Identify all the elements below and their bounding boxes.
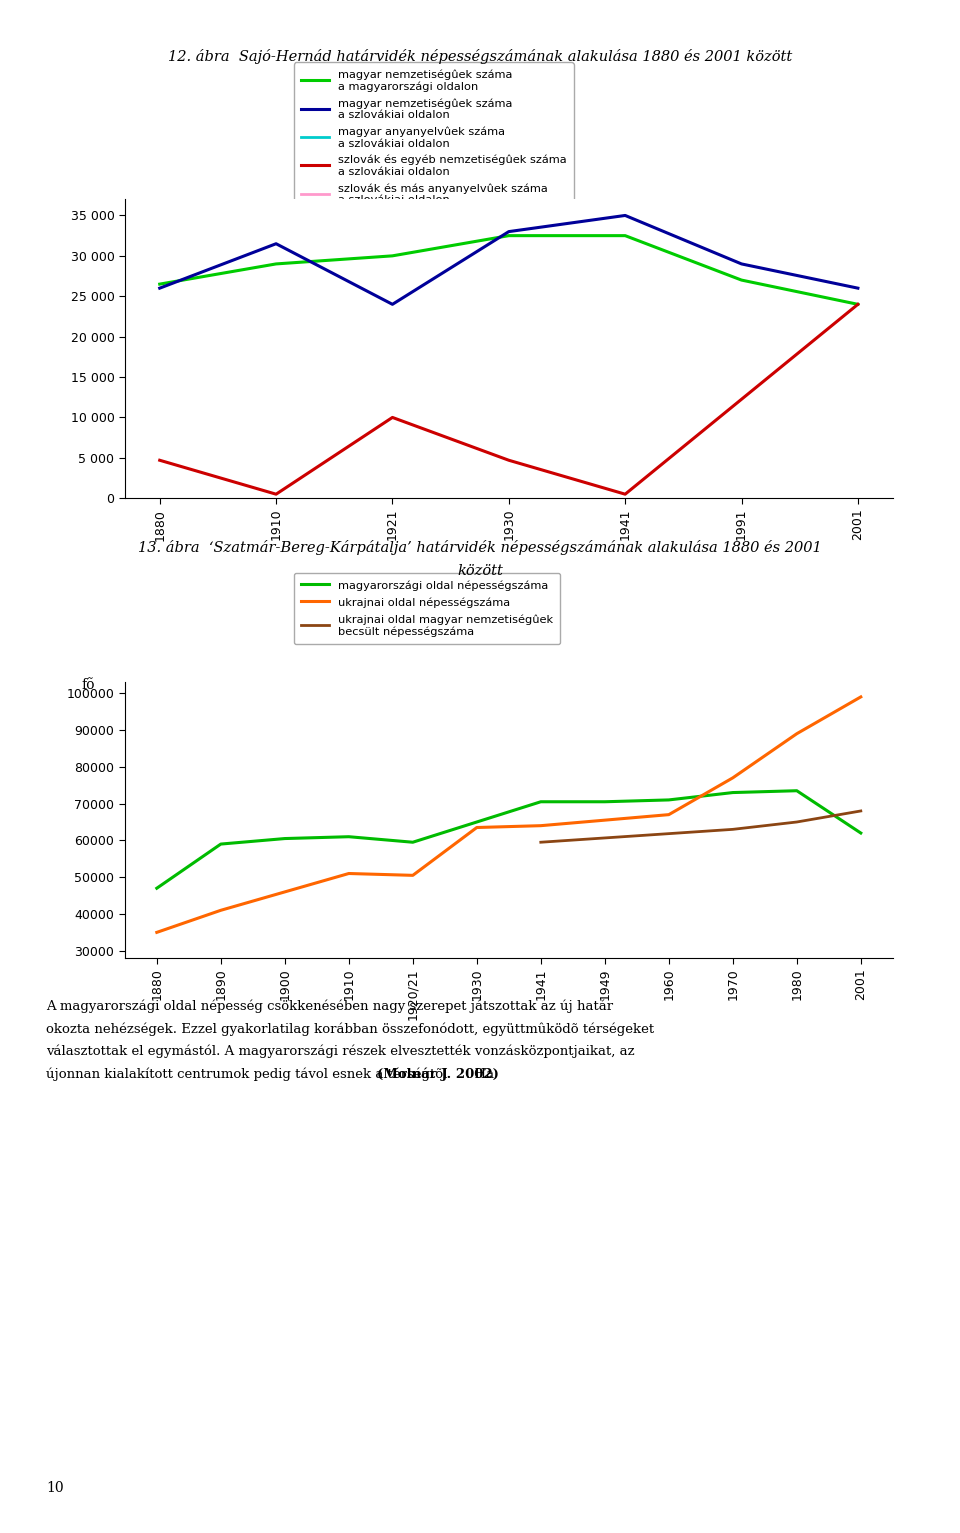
Text: A magyarországi oldal népesség csökkenésében nagy szerepet játszottak az új hatá: A magyarországi oldal népesség csökkenés… [46, 1000, 613, 1013]
Text: között: között [457, 564, 503, 578]
Text: 13. ábra  ‘Szatmár-Bereg-Kárpátalja’ határvidék népességszámának alakulása 1880 : 13. ábra ‘Szatmár-Bereg-Kárpátalja’ hatá… [138, 540, 822, 555]
Text: 12. ábra  Sajó-Hernád határvidék népességszámának alakulása 1880 és 2001 között: 12. ábra Sajó-Hernád határvidék népesség… [168, 49, 792, 64]
Text: választottak el egymástól. A magyarországi részek elvesztették vonzásközpontjaik: választottak el egymástól. A magyarorszá… [46, 1046, 635, 1058]
Legend: magyarországi oldal népességszáma, ukrajnai oldal népességszáma, ukrajnai oldal : magyarországi oldal népességszáma, ukraj… [294, 573, 560, 644]
Legend: magyar nemzetiségûek száma
a magyarországi oldalon, magyar nemzetiségûek száma
a: magyar nemzetiségûek száma a magyarorszá… [294, 63, 573, 212]
Text: fõ: fõ [82, 678, 95, 691]
Text: . Ha: . Ha [466, 1067, 493, 1081]
Text: (Molnár J. 2002): (Molnár J. 2002) [377, 1067, 499, 1081]
Text: újonnan kialakított centrumok pedig távol esnek a térségtõl: újonnan kialakított centrumok pedig távo… [46, 1067, 452, 1081]
Text: okozta nehézségek. Ezzel gyakorlatilag korábban összefonódott, együttmûködõ térs: okozta nehézségek. Ezzel gyakorlatilag k… [46, 1023, 654, 1036]
Text: 10: 10 [46, 1481, 63, 1495]
